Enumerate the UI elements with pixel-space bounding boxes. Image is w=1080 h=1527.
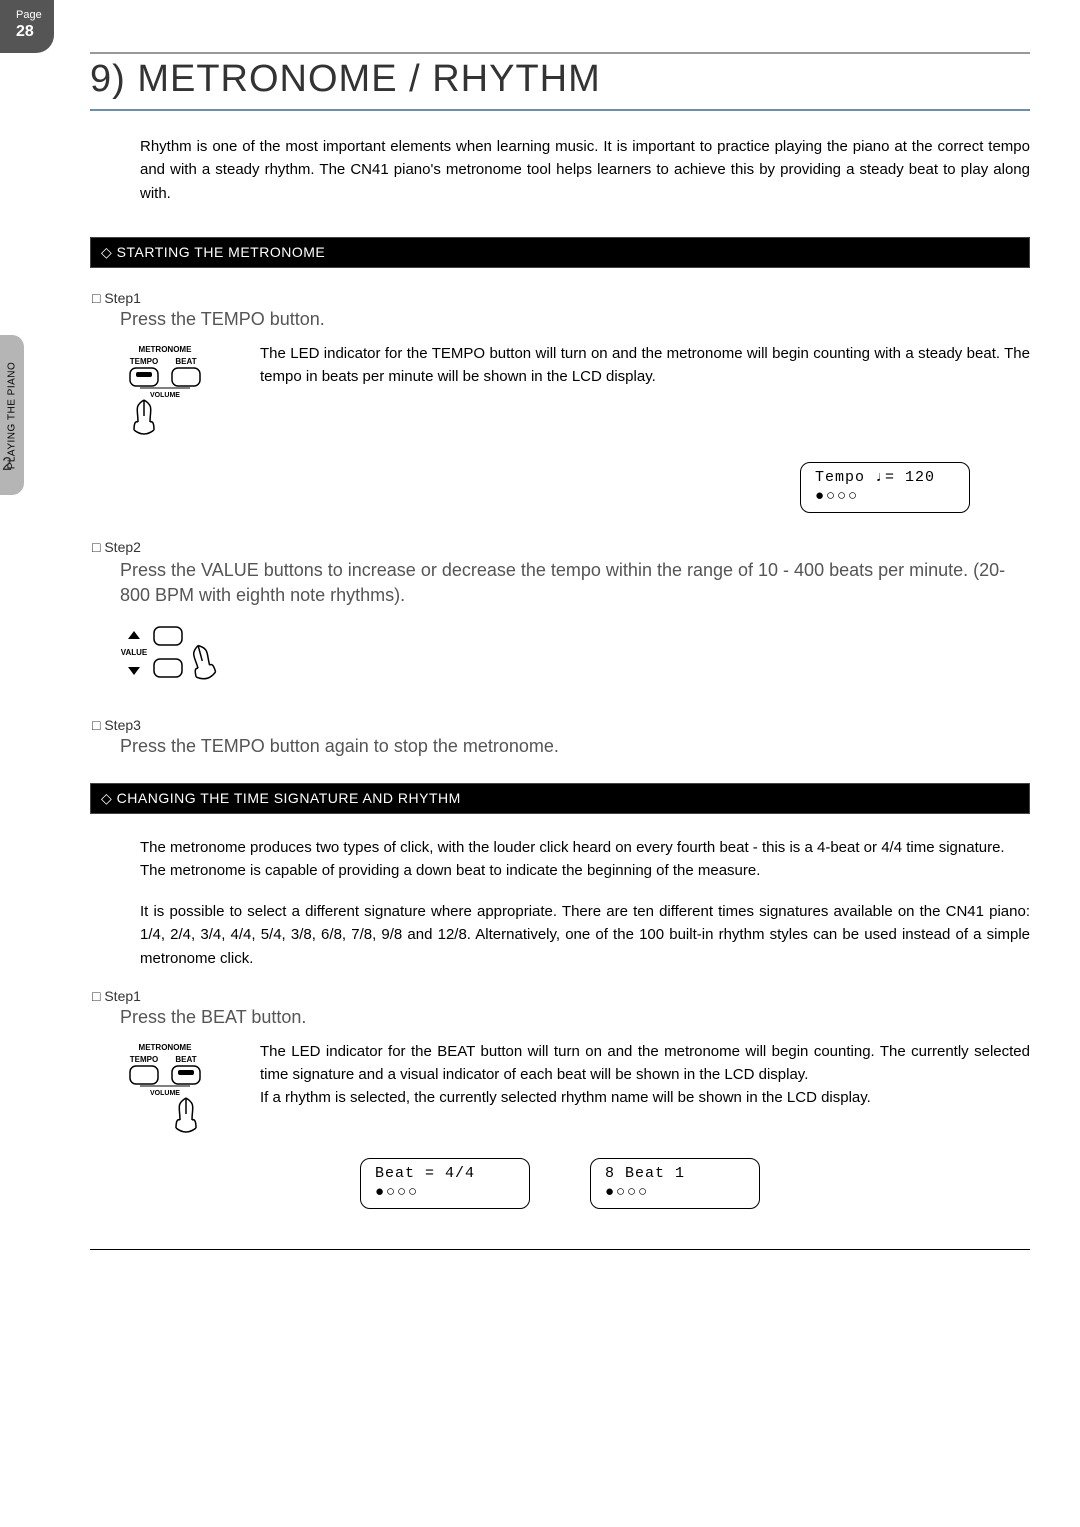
section2-para2: It is possible to select a different sig…	[140, 900, 1030, 970]
page-title: 9) METRONOME / RHYTHM	[90, 58, 1030, 111]
page-badge: Page 28	[0, 0, 54, 53]
step-title: Press the VALUE buttons to increase or d…	[120, 558, 1030, 608]
section-bar-2: ◇ CHANGING THE TIME SIGNATURE AND RHYTHM	[90, 783, 1030, 814]
bottom-rule	[90, 1249, 1030, 1250]
step-title: Press the TEMPO button.	[120, 309, 1030, 330]
svg-text:VALUE: VALUE	[121, 648, 148, 657]
step-label: □ Step1	[92, 988, 1030, 1004]
step-block-s1-3: □ Step3 Press the TEMPO button again to …	[90, 717, 1030, 757]
svg-text:BEAT: BEAT	[175, 1055, 196, 1064]
side-tab-number: 2	[2, 454, 12, 475]
lcd-display: Beat = 4/4 ●○○○	[360, 1158, 530, 1210]
lcd-display: Tempo ♩= 120 ●○○○	[800, 462, 970, 514]
section-bar-1: ◇ STARTING THE METRONOME	[90, 237, 1030, 268]
lcd-line1: 8 Beat 1	[605, 1165, 745, 1184]
metronome-buttons-icon: METRONOME TEMPO BEAT VOLUME	[120, 1040, 240, 1150]
svg-text:BEAT: BEAT	[175, 357, 196, 366]
step-body: The LED indicator for the TEMPO button w…	[260, 342, 1030, 389]
top-rule	[90, 52, 1030, 54]
lcd-display: 8 Beat 1 ●○○○	[590, 1158, 760, 1210]
lcd-line1: Tempo ♩= 120	[815, 469, 955, 488]
step-label: □ Step2	[92, 539, 1030, 555]
page-label: Page	[16, 8, 42, 22]
page-number: 28	[16, 22, 42, 43]
lcd-line2: ●○○○	[605, 1184, 745, 1203]
step-body: The LED indicator for the BEAT button wi…	[260, 1040, 1030, 1110]
step-label: □ Step1	[92, 290, 1030, 306]
svg-text:METRONOME: METRONOME	[139, 345, 193, 354]
svg-text:VOLUME: VOLUME	[150, 1090, 180, 1097]
lcd-line1: Beat = 4/4	[375, 1165, 515, 1184]
side-tab-label: PLAYING THE PIANO	[7, 361, 18, 469]
value-buttons-icon: VALUE	[120, 621, 240, 691]
step-block-s2-1: □ Step1 Press the BEAT button. METRONOME…	[90, 988, 1030, 1210]
section2-para1: The metronome produces two types of clic…	[140, 836, 1030, 883]
step-block-s1-2: □ Step2 Press the VALUE buttons to incre…	[90, 539, 1030, 690]
svg-text:TEMPO: TEMPO	[130, 1055, 158, 1064]
page-content: 9) METRONOME / RHYTHM Rhythm is one of t…	[90, 0, 1030, 1209]
side-tab: PLAYING THE PIANO 2	[0, 275, 40, 495]
svg-text:METRONOME: METRONOME	[139, 1043, 193, 1052]
lcd-line2: ●○○○	[815, 488, 955, 507]
step-title: Press the BEAT button.	[120, 1007, 1030, 1028]
step-title: Press the TEMPO button again to stop the…	[120, 736, 1030, 757]
svg-text:TEMPO: TEMPO	[130, 357, 158, 366]
step-label: □ Step3	[92, 717, 1030, 733]
lcd-line2: ●○○○	[375, 1184, 515, 1203]
intro-paragraph: Rhythm is one of the most important elem…	[140, 135, 1030, 205]
step-block-s1-1: □ Step1 Press the TEMPO button. METRONOM…	[90, 290, 1030, 514]
metronome-buttons-icon: METRONOME TEMPO BEAT VOLUME	[120, 342, 240, 452]
svg-text:VOLUME: VOLUME	[150, 392, 180, 399]
